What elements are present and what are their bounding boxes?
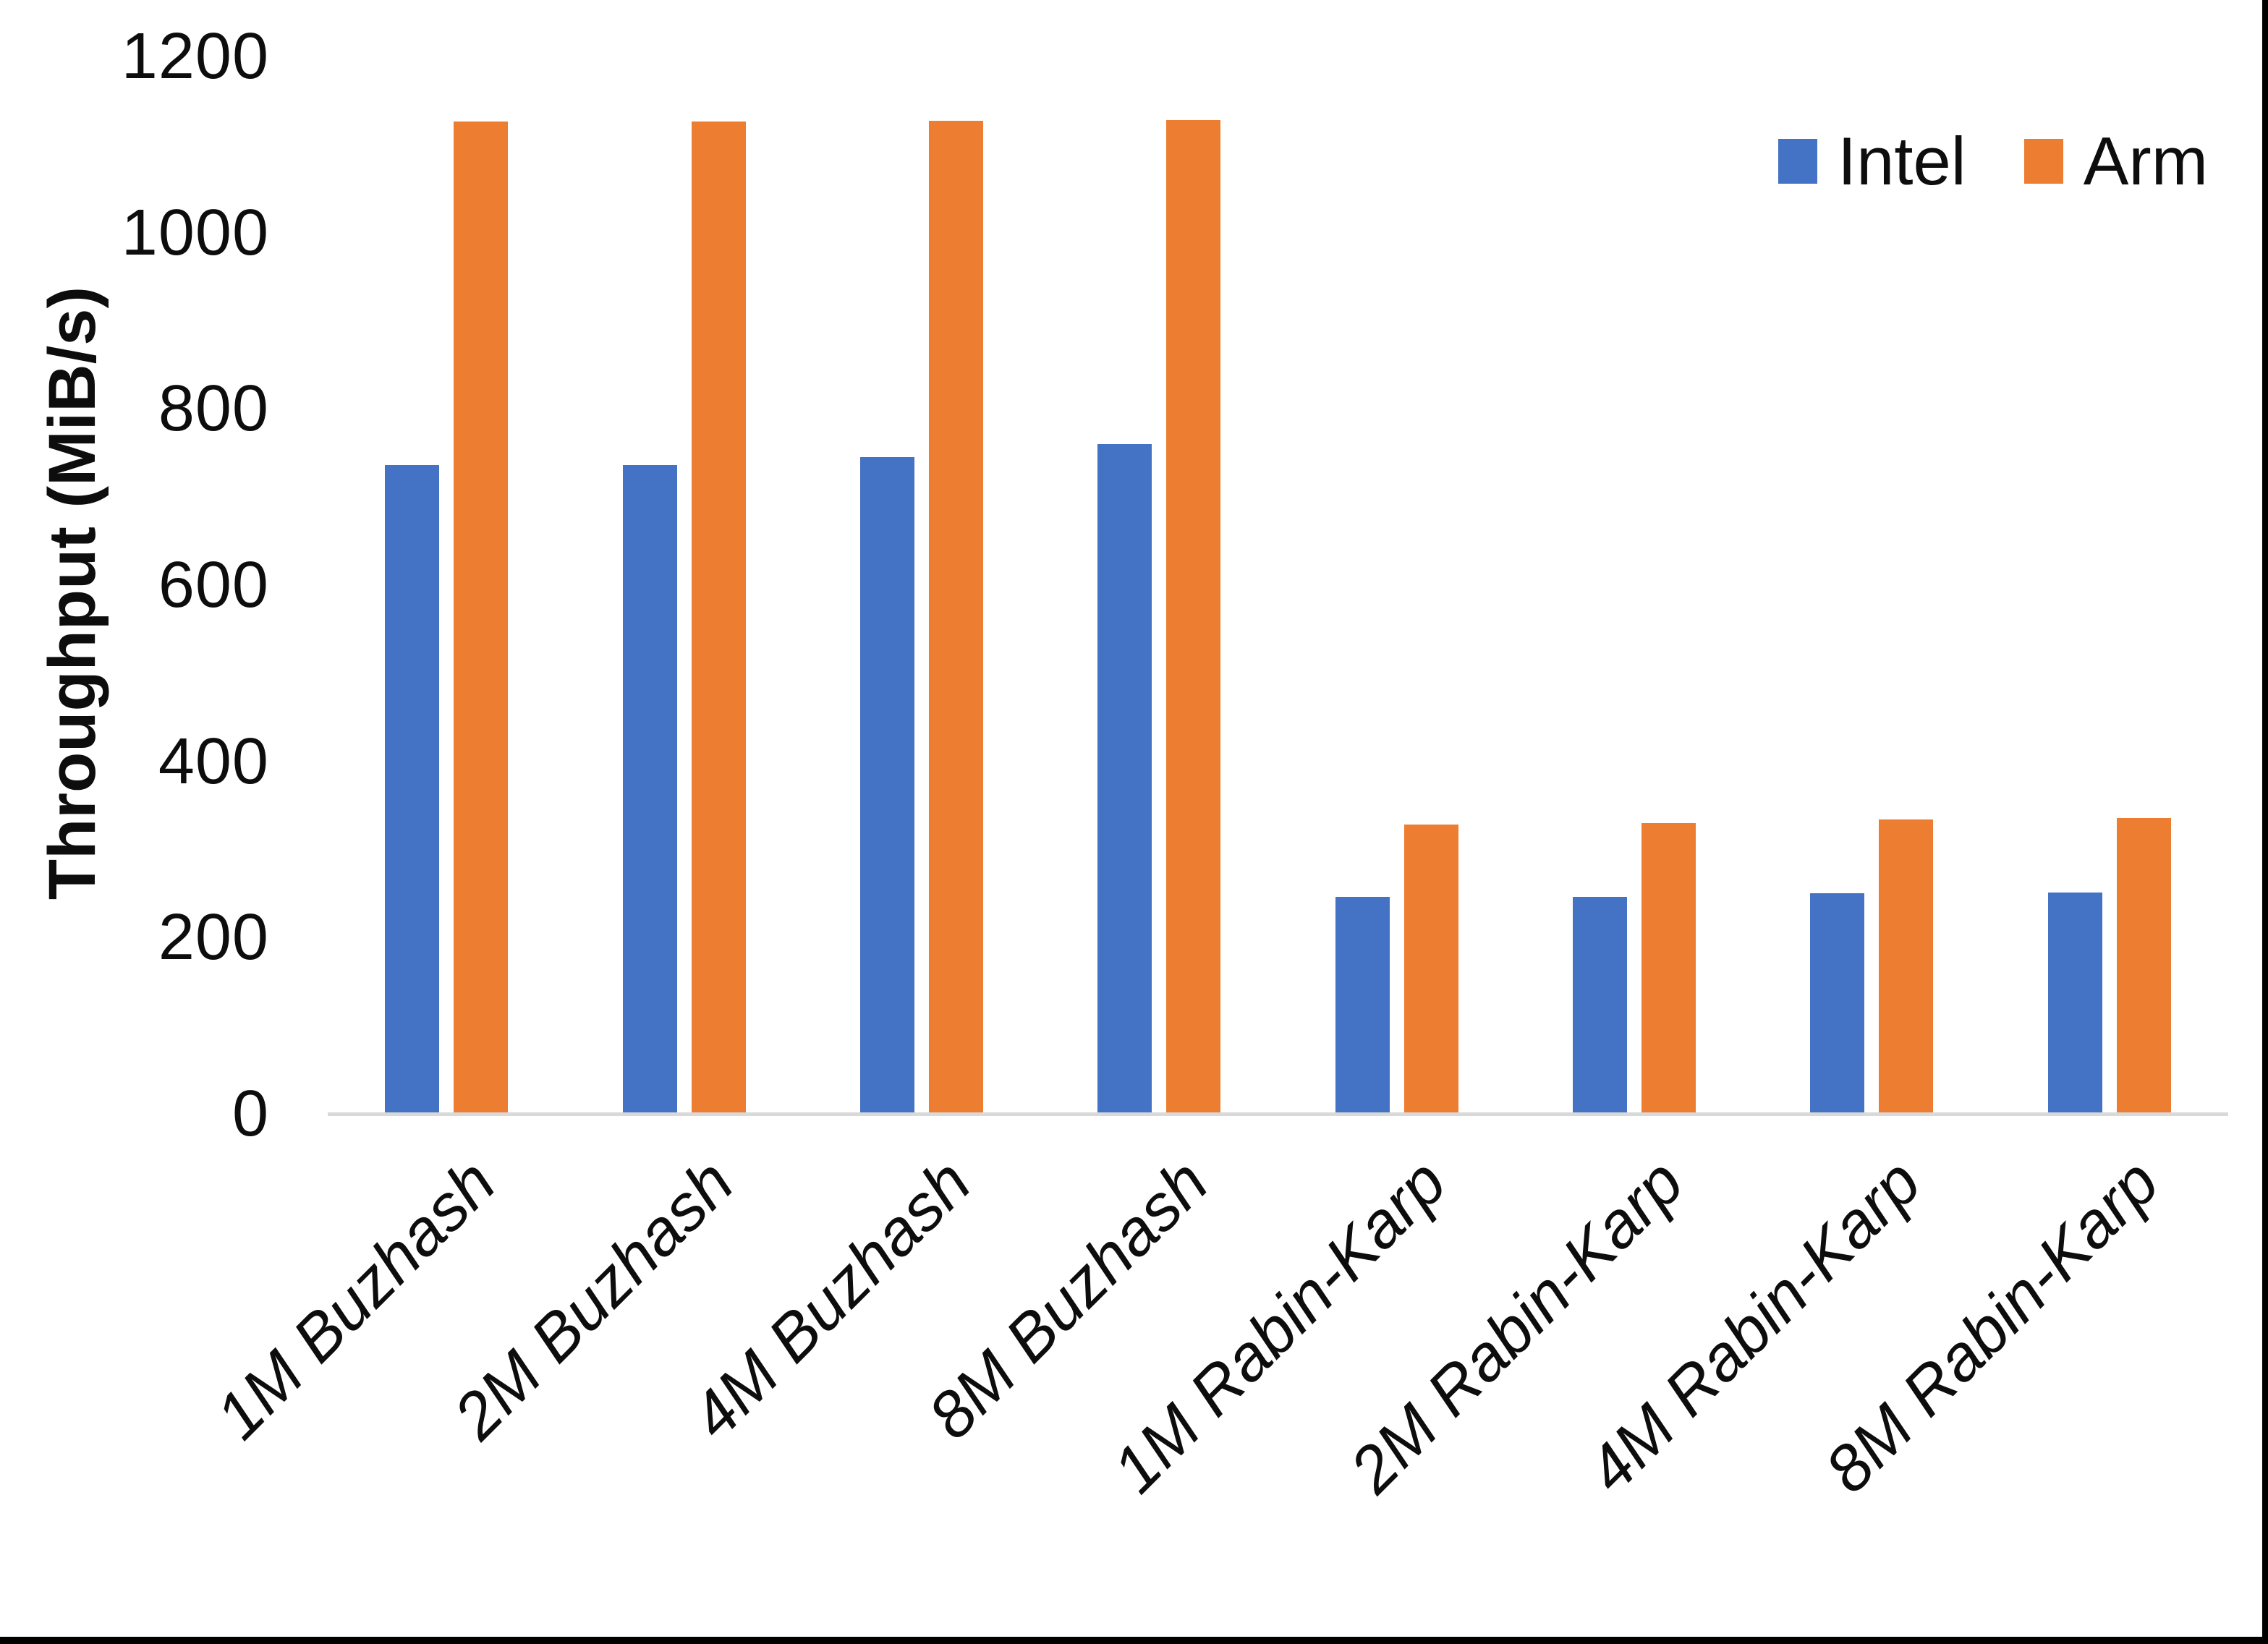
bar-arm — [454, 122, 509, 1114]
y-axis-tick-label: 800 — [158, 372, 269, 446]
y-axis-tick-label: 1200 — [121, 20, 269, 93]
bar-intel — [1810, 893, 1865, 1114]
bar-intel — [1335, 897, 1390, 1114]
bar-group-4m-rabin-karp — [1753, 56, 1990, 1114]
y-axis-tick-label: 200 — [158, 901, 269, 974]
bar-intel — [385, 465, 440, 1114]
bar-intel — [859, 457, 914, 1114]
bar-arm — [2116, 817, 2171, 1114]
legend-swatch-intel — [1778, 139, 1817, 184]
bar-arm — [1403, 825, 1458, 1114]
y-axis-tick-label: 0 — [232, 1078, 269, 1150]
bar-group-8m-rabin-karp — [1991, 56, 2228, 1114]
x-axis-line — [328, 1112, 2228, 1116]
legend-item-intel: Intel — [1778, 127, 1966, 195]
legend-label: Intel — [1838, 123, 1966, 199]
plot-area — [328, 56, 2228, 1114]
bar-intel — [1097, 444, 1152, 1114]
bar-arm — [1641, 822, 1696, 1114]
bar-arm — [691, 122, 746, 1114]
bar-group-4m-buzhash — [803, 56, 1040, 1114]
bar-intel — [1573, 897, 1628, 1114]
bar-arm — [928, 120, 983, 1114]
bar-group-1m-rabin-karp — [1278, 56, 1516, 1114]
y-axis-tick-labels: 0 200 400 600 800 1000 1200 — [0, 0, 269, 1644]
legend-item-arm: Arm — [2023, 123, 2208, 199]
y-axis-tick-label: 600 — [158, 549, 269, 621]
bar-group-2m-buzhash — [565, 56, 802, 1114]
bar-intel — [622, 465, 677, 1114]
legend-label: Arm — [2083, 123, 2208, 199]
bar-arm — [1166, 119, 1221, 1114]
bar-arm — [1879, 819, 1934, 1114]
bar-group-2m-rabin-karp — [1516, 56, 1753, 1114]
legend: Intel Arm — [1778, 127, 2208, 195]
bar-intel — [2047, 893, 2102, 1114]
window-edge-bottom — [0, 1637, 2268, 1644]
y-axis-tick-label: 400 — [158, 725, 269, 798]
legend-swatch-arm — [2023, 139, 2063, 184]
bar-group-8m-buzhash — [1040, 56, 1278, 1114]
bar-group-1m-buzhash — [328, 56, 565, 1114]
window-edge-right — [2262, 0, 2268, 1644]
y-axis-tick-label: 1000 — [121, 196, 269, 269]
